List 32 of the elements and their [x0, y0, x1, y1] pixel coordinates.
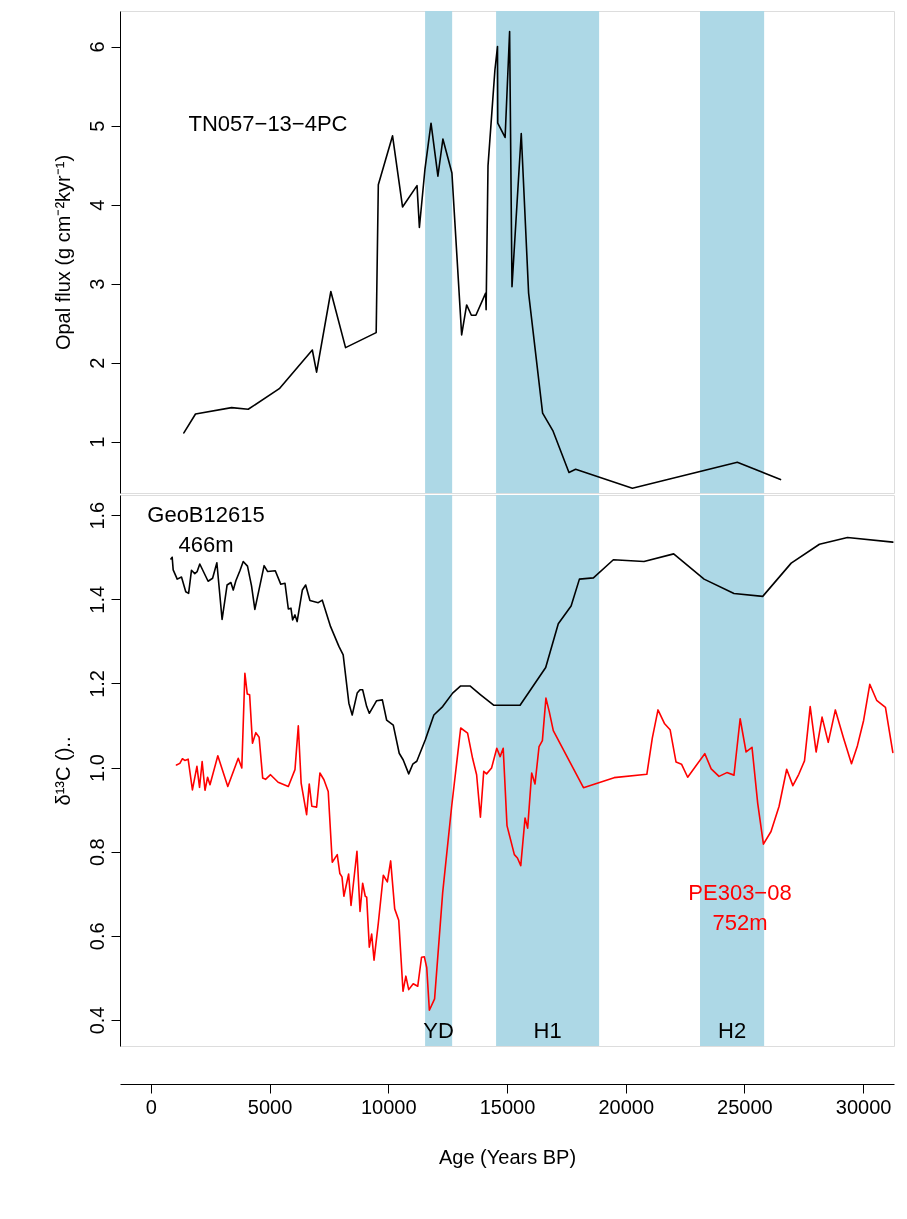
y-axis-title: Opal flux (g cm⁻²kyr⁻¹) [51, 154, 74, 351]
band-label: H2 [718, 1018, 747, 1043]
y-tick-label: 0.6 [85, 922, 108, 951]
x-axis-title: Age (Years BP) [438, 1145, 577, 1168]
line-series [183, 30, 782, 490]
y-tick-label: 2 [85, 357, 108, 369]
x-tick-label: 20000 [598, 1095, 655, 1118]
y-tick-label: 5 [85, 120, 108, 132]
y-tick-label: 1.6 [85, 501, 108, 530]
line-series [175, 672, 894, 1012]
x-tick-label: 25000 [717, 1095, 773, 1118]
text: PE303−08 752m [688, 880, 792, 935]
y-tick-label: 0.8 [85, 838, 108, 867]
band-label: YD [423, 1018, 454, 1043]
y-tick-label: 6 [85, 41, 108, 53]
y-tick-label: 4 [85, 199, 108, 211]
y-axis-title: δ¹³C ().. [51, 736, 74, 806]
series-label: GeoB12615 466m [147, 502, 265, 557]
y-tick-label: 1 [85, 436, 108, 448]
x-tick-label: 0 [145, 1095, 157, 1118]
series-label: TN057−13−4PC [188, 111, 348, 136]
x-tick-label: 10000 [360, 1095, 417, 1118]
y-tick-label: 1.4 [85, 585, 108, 614]
x-tick-label: 15000 [479, 1095, 536, 1118]
y-tick-label: 1.2 [85, 670, 108, 698]
band-label: H1 [533, 1018, 562, 1043]
x-tick-label: 5000 [247, 1095, 293, 1118]
y-tick-label: 3 [85, 278, 108, 290]
line-series [170, 536, 894, 775]
y-tick-label: 0.4 [85, 1006, 108, 1035]
x-tick-label: 30000 [835, 1095, 892, 1118]
y-tick-label: 1.0 [85, 754, 108, 782]
